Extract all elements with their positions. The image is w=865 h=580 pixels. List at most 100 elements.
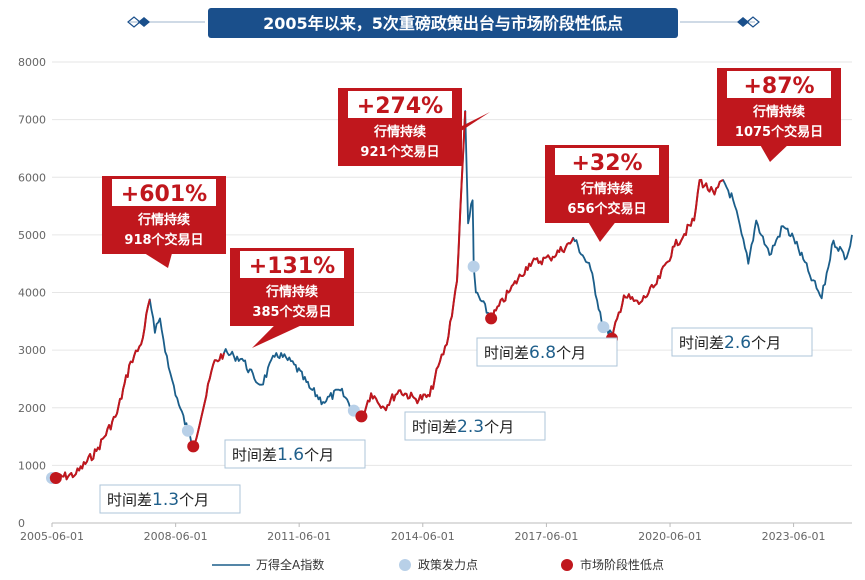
rally-duration-title: 行情持续: [752, 104, 805, 120]
legend-index-label: 万得全A指数: [256, 557, 324, 572]
time-gap-text: 时间差1.3个月: [107, 490, 209, 510]
time-gap-label: 时间差1.6个月: [224, 439, 366, 469]
annotation-pointer: [252, 326, 300, 348]
annotation-pct-bg: [348, 91, 452, 118]
index-line-series: [51, 110, 853, 481]
time-gap-label: 时间差1.3个月: [99, 484, 241, 514]
chart-title: 2005年以来，5次重磅政策出台与市场阶段性低点: [263, 14, 623, 33]
time-gap-label: 时间差6.8个月: [476, 337, 618, 367]
rally-annotation: +601% 行情持续 918个交易日: [102, 176, 226, 268]
title-right-diamond: [746, 16, 760, 28]
time-gap-box: [224, 439, 366, 469]
x-axis: 2005-06-01 2008-06-01 2011-06-01 2014-06-01…: [20, 522, 852, 543]
legend: 万得全A指数 政策发力点 市场阶段性低点: [212, 557, 664, 572]
x-tick-label: 2017-06-01: [514, 530, 578, 543]
market-low-point: [355, 410, 368, 423]
rally-duration-days: 918个交易日: [124, 232, 203, 248]
chart-title-banner: 2005年以来，5次重磅政策出台与市场阶段性低点: [127, 8, 760, 38]
time-gap-label: 时间差2.3个月: [404, 411, 546, 441]
y-tick-label: 3000: [18, 344, 46, 357]
annotation-pointer: [145, 254, 172, 268]
annotation-pct-bg: [555, 148, 659, 175]
market-low-point: [485, 312, 498, 325]
time-gap-text: 时间差6.8个月: [484, 343, 586, 363]
time-gap-suffix: 个月: [556, 344, 586, 362]
title-background: [208, 8, 678, 38]
y-tick-label: 7000: [18, 114, 46, 127]
y-tick-label: 1000: [18, 459, 46, 472]
rally-gain-label: +87%: [743, 74, 814, 99]
policy-point: [181, 424, 194, 437]
time-gap-text: 时间差2.3个月: [412, 417, 514, 437]
time-gap-prefix: 时间差: [412, 418, 457, 436]
time-gap-text: 时间差1.6个月: [232, 445, 334, 465]
x-tick-label: 2014-06-01: [391, 530, 455, 543]
y-tick-label: 5000: [18, 229, 46, 242]
x-tick-label: 2023-06-01: [762, 530, 826, 543]
time-gap-months: 1.3: [152, 490, 179, 510]
rally-annotation: +274% 行情持续 921个交易日: [338, 88, 490, 166]
time-gap-months: 1.6: [277, 445, 304, 465]
time-gap-suffix: 个月: [179, 491, 209, 509]
rally-duration-days: 656个交易日: [567, 201, 646, 217]
market-low-point: [49, 472, 62, 485]
x-tick-label: 2008-06-01: [144, 530, 208, 543]
y-axis: 0 1000 2000 3000 4000 5000 6000 7000 8000: [18, 56, 46, 530]
rally-segment: [55, 299, 151, 481]
rally-duration-title: 行情持续: [265, 284, 318, 300]
rally-gain-label: +274%: [357, 94, 443, 119]
rally-duration-days: 385个交易日: [252, 304, 331, 320]
title-left-diamond-solid: [138, 17, 150, 27]
time-gap-prefix: 时间差: [679, 334, 724, 352]
legend-low-label: 市场阶段性低点: [580, 557, 664, 572]
rally-annotation: +32% 行情持续 656个交易日: [545, 145, 669, 242]
time-gap-text: 时间差2.6个月: [679, 333, 781, 353]
x-tick-label: 2005-06-01: [20, 530, 84, 543]
annotation-pct-bg: [727, 71, 831, 98]
annotation-pct-bg: [112, 179, 216, 206]
market-low-point: [187, 440, 200, 453]
policy-point: [467, 260, 480, 273]
time-gap-months: 2.3: [457, 417, 484, 437]
legend-low-swatch: [561, 559, 573, 571]
y-tick-label: 6000: [18, 171, 46, 184]
rally-annotation: +131% 行情持续 385个交易日: [230, 248, 354, 348]
time-gap-prefix: 时间差: [107, 491, 152, 509]
time-gap-months: 2.6: [724, 333, 751, 353]
rally-annotation: +87% 行情持续 1075个交易日: [717, 68, 841, 162]
rally-duration-title: 行情持续: [580, 181, 633, 197]
rally-annotations: +601% 行情持续 918个交易日 +131% 行情持续 385个交易日 +274% 行情持…: [102, 68, 841, 348]
policy-point: [597, 321, 610, 334]
y-tick-label: 8000: [18, 56, 46, 69]
rally-segment: [192, 352, 225, 447]
annotation-pointer: [760, 146, 787, 162]
time-gap-label: 时间差2.6个月: [671, 327, 813, 357]
time-gap-suffix: 个月: [484, 418, 514, 436]
time-gap-box: [404, 411, 546, 441]
rally-segment: [611, 178, 724, 339]
time-gap-prefix: 时间差: [232, 446, 277, 464]
rally-segment: [490, 237, 575, 321]
legend-policy-label: 政策发力点: [418, 557, 478, 572]
rally-segment: [360, 110, 467, 417]
annotation-pointer: [588, 223, 615, 242]
time-gap-box: [99, 484, 241, 514]
y-tick-label: 2000: [18, 402, 46, 415]
y-tick-label: 0: [18, 517, 25, 530]
y-tick-label: 4000: [18, 287, 46, 300]
rally-gain-label: +131%: [249, 254, 335, 279]
time-gap-months: 6.8: [529, 343, 556, 363]
annotation-pct-bg: [240, 251, 344, 278]
time-gap-box: [476, 337, 618, 367]
x-tick-label: 2020-06-01: [638, 530, 702, 543]
rally-duration-days: 921个交易日: [360, 144, 439, 160]
rally-duration-title: 行情持续: [373, 124, 426, 140]
time-gap-suffix: 个月: [304, 446, 334, 464]
rally-duration-days: 1075个交易日: [735, 124, 823, 140]
time-gap-box: [671, 327, 813, 357]
rally-gain-label: +32%: [571, 151, 642, 176]
time-gap-prefix: 时间差: [484, 344, 529, 362]
time-gap-suffix: 个月: [751, 334, 781, 352]
